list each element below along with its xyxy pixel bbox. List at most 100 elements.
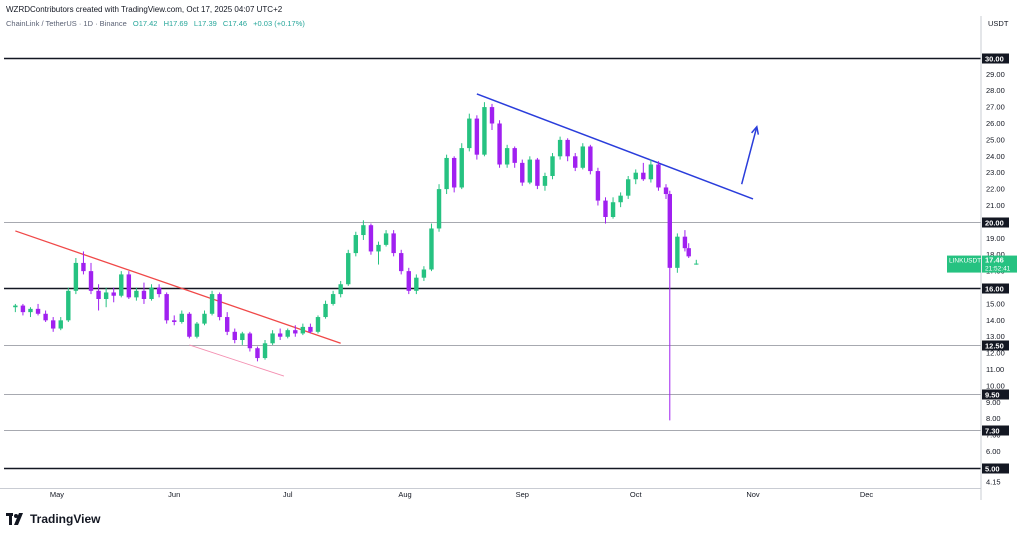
bearish-candle (573, 156, 578, 168)
bearish-candle (156, 287, 162, 295)
price-tick-label: 24.00 (986, 152, 1005, 161)
bullish-candle (330, 294, 336, 304)
price-tick-label: 9.00 (986, 398, 1001, 407)
bullish-candle (504, 148, 510, 165)
bullish-candle (482, 107, 487, 155)
bullish-candle (323, 303, 328, 318)
bearish-candle (20, 305, 26, 313)
price-tags: 30.00 20.00 16.00 12.50 9.50 7.30 5.00 LINKUSDT… (947, 53, 1017, 474)
price-tick-label: 13.00 (986, 332, 1005, 341)
bullish-candle (58, 320, 63, 329)
bearish-candle (512, 148, 517, 163)
bearish-candle (588, 146, 593, 172)
price-tick-label: 21.00 (986, 201, 1005, 210)
brand-name: TradingView (30, 512, 101, 526)
pink-trendline (189, 344, 285, 377)
price-tick-label: 11.00 (986, 365, 1004, 374)
change-value: +0.03 (+0.17%) (253, 19, 305, 28)
bearish-candle (172, 320, 177, 322)
bullish-candle (103, 292, 109, 300)
bearish-candle (50, 320, 56, 329)
price-tick-label: 8.00 (986, 414, 1001, 423)
level-price-tag-label: 9.50 (985, 391, 1000, 400)
bearish-candle (35, 308, 41, 314)
time-tick-label: May (50, 490, 64, 499)
level-price-tag (982, 53, 1009, 64)
symbol-label: ChainLink / TetherUS · 1D · Binance (6, 19, 127, 28)
tradingview-logo[interactable]: TradingView (6, 512, 100, 526)
bullish-candle (270, 333, 275, 344)
level-price-tag (982, 340, 1009, 351)
bullish-candle (262, 343, 268, 359)
bearish-candle (656, 164, 661, 188)
level-price-tag (982, 389, 1009, 400)
bearish-candle (255, 348, 260, 359)
bullish-candle (28, 308, 33, 313)
bullish-candle (383, 233, 389, 245)
bearish-candle (663, 187, 669, 195)
level-price-tag-label: 12.50 (985, 342, 1004, 351)
bullish-candle (580, 146, 585, 168)
bullish-candle (429, 228, 434, 270)
bullish-candle (625, 179, 631, 196)
bullish-candle (13, 305, 18, 308)
bullish-candle (338, 284, 343, 295)
bullish-candle (459, 148, 464, 188)
bullish-candle (315, 317, 321, 332)
bullish-candle (134, 290, 139, 298)
bearish-candle (293, 330, 298, 334)
red-trendline (15, 230, 341, 344)
bearish-candle (686, 248, 691, 257)
bearish-candle (277, 333, 283, 337)
open-value: O17.42 (132, 19, 158, 28)
candles (13, 102, 699, 421)
bullish-candle (527, 159, 533, 183)
level-price-tag (982, 283, 1009, 294)
bearish-candle (641, 172, 646, 180)
level-price-tag (982, 217, 1009, 228)
close-value: C17.46 (222, 19, 248, 28)
price-tick-label: 26.00 (986, 119, 1005, 128)
price-tick-label: 15.00 (986, 299, 1005, 308)
bearish-candle (399, 253, 404, 272)
time-tick-label: Dec (860, 490, 874, 499)
bearish-candle (603, 200, 608, 217)
level-price-tag (982, 425, 1009, 436)
time-tick-label: Jun (168, 490, 180, 499)
bullish-candle (119, 274, 124, 296)
price-tick-label: 12.00 (986, 349, 1005, 358)
symbol-tag (947, 255, 981, 273)
bearish-candle (247, 333, 253, 349)
price-tick-label: 4.15 (986, 477, 1001, 486)
bearish-candle (88, 271, 94, 291)
breakout-arrow-shaft (740, 126, 758, 185)
price-tick-label: 19.00 (986, 234, 1005, 243)
bullish-candle (376, 244, 381, 252)
low-value: L17.39 (193, 19, 217, 28)
axes: 30.00 29.00 28.00 27.00 26.00 25.00 24.00 23.00… (0, 16, 1005, 500)
bearish-candle (96, 290, 101, 300)
currency-unit: USDT (988, 19, 1009, 28)
bullish-candle (353, 235, 359, 254)
bullish-candle (300, 326, 306, 334)
bearish-candle (682, 236, 688, 249)
time-tick-label: Sep (516, 490, 529, 499)
bearish-candle (368, 225, 374, 252)
bullish-candle (209, 294, 215, 314)
bullish-candle (467, 118, 472, 149)
bullish-candle (542, 175, 548, 186)
bullish-candle (436, 189, 442, 229)
current-price-label: 17.46 (985, 256, 1004, 265)
bullish-candle (633, 172, 638, 180)
bullish-candle (675, 236, 680, 268)
tradingview-logo-icon (6, 513, 23, 525)
bullish-candle (194, 323, 200, 337)
price-tick-label: 22.00 (986, 185, 1005, 194)
bearish-candle (406, 271, 411, 291)
time-tick-label: Oct (630, 490, 643, 499)
bearish-candle (126, 274, 132, 298)
time-tick-label: Nov (746, 490, 760, 499)
price-tick-label: 14.00 (986, 316, 1005, 325)
bearish-candle (217, 294, 222, 318)
